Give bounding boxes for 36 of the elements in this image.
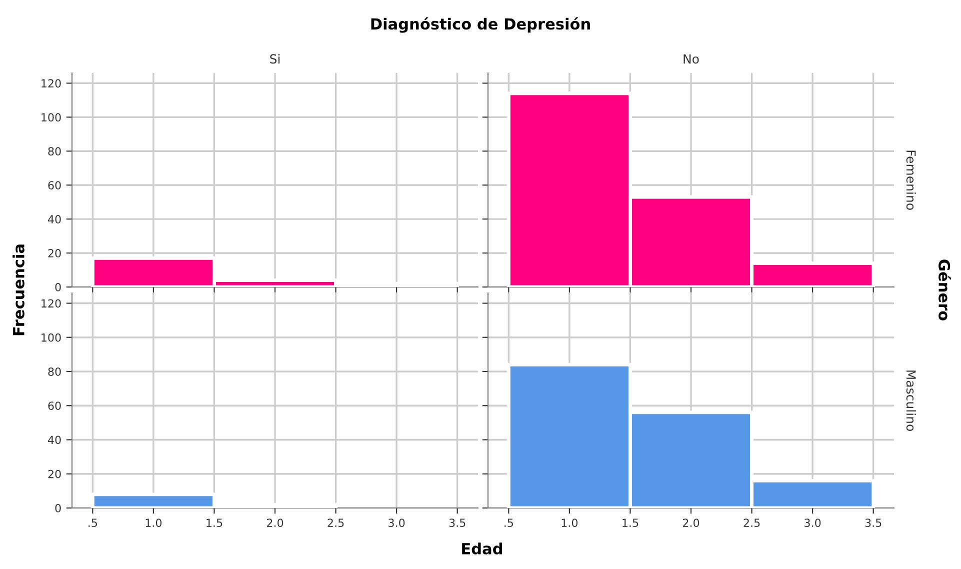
- x-tick-label: 1.5: [622, 518, 638, 528]
- chart-subtitle: Si: [270, 54, 280, 64]
- x-tick-label: 3.5: [865, 518, 882, 528]
- y-tick-label: 60: [48, 181, 61, 190]
- x-axis-title: Edad: [462, 542, 502, 554]
- y-tick-label: 60: [48, 402, 61, 410]
- y-tick-label: 20: [48, 470, 61, 478]
- x-tick-label: 3.0: [388, 518, 405, 528]
- y-tick-label: 40: [48, 436, 61, 444]
- text: Masculino: [906, 370, 916, 431]
- y-tick-label: 80: [48, 367, 61, 376]
- x-tick-label: 1.0: [146, 518, 162, 528]
- x-tick-label: 2.5: [328, 518, 344, 528]
- y-tick-label: 100: [42, 113, 61, 122]
- y-axis-title: Frecuencia: [12, 244, 24, 336]
- x-tick-label: 3.0: [804, 518, 821, 528]
- y-tick-label: 40: [48, 215, 61, 224]
- y-tick-label: 120: [42, 299, 61, 308]
- y2-axis-title: Género: [938, 260, 952, 320]
- x-tick-label: 2.0: [266, 518, 284, 528]
- y-tick-label: 120: [42, 79, 61, 88]
- x-tick-label: 1.0: [562, 518, 578, 528]
- x-tick-label: 3.5: [449, 518, 466, 528]
- chart-subtitle: No: [684, 54, 699, 64]
- x-tick-label: .5: [88, 518, 97, 528]
- x-tick-label: 2.0: [682, 518, 700, 528]
- chart-title: Diagnóstico de Depresión: [371, 17, 590, 33]
- y-tick-label: 100: [42, 333, 61, 342]
- y-tick-label: 0: [55, 282, 61, 292]
- y-tick-label: 0: [55, 504, 61, 512]
- x-tick-label: 1.5: [206, 518, 222, 528]
- y-tick-label: 80: [48, 147, 61, 156]
- x-tick-label: .5: [504, 518, 513, 528]
- text: Femenino: [906, 150, 916, 210]
- y-tick-label: 20: [48, 249, 61, 258]
- x-tick-label: 2.5: [744, 518, 760, 528]
